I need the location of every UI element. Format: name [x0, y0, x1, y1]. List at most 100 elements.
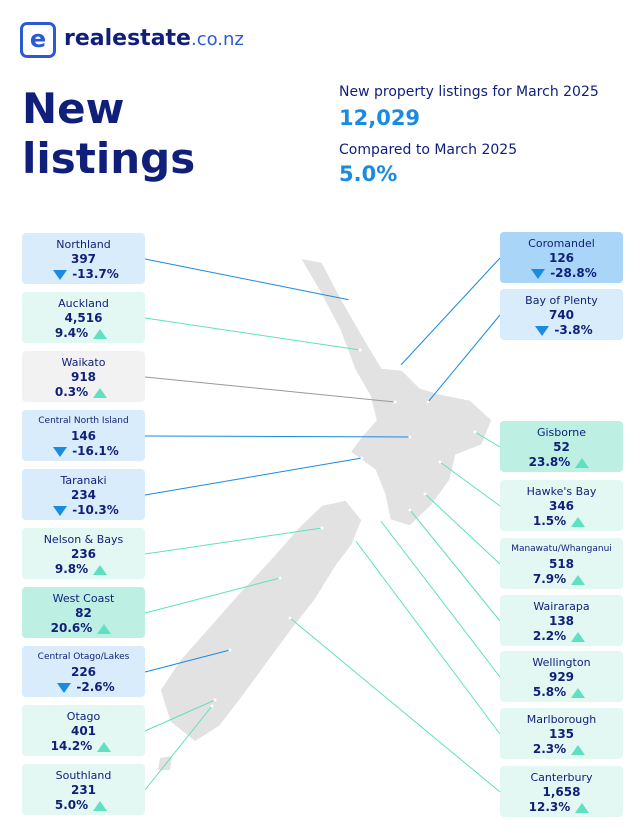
region-card: Wairarapa 138 2.2% [500, 595, 623, 646]
region-count: 518 [548, 557, 575, 571]
region-card: Bay of Plenty 740 -3.8% [500, 289, 623, 340]
region-count: 401 [70, 724, 97, 738]
anchor-dot [228, 648, 232, 652]
region-change: -16.1% [72, 444, 119, 458]
trend-arrow [53, 447, 68, 457]
trend-arrow [571, 688, 586, 698]
change-row: -13.7% [22, 267, 145, 282]
change-row: -16.1% [22, 444, 145, 459]
change-row: 12.3% [500, 800, 623, 815]
change-row: 5.0% [22, 798, 145, 813]
connector [289, 617, 501, 793]
region-count: 231 [70, 783, 97, 797]
region-card: Taranaki 234 -10.3% [22, 469, 145, 520]
region-change: 2.3% [532, 742, 567, 756]
change-row: -2.6% [22, 680, 145, 695]
connector [144, 258, 351, 301]
region-name: Marlborough [526, 713, 597, 726]
trend-arrow [535, 326, 550, 336]
region-count: 234 [70, 488, 97, 502]
anchor-dot [423, 492, 427, 496]
brand-name: realestate [64, 26, 191, 51]
trend-arrow [97, 624, 112, 634]
region-name: Taranaki [60, 474, 107, 487]
south-island [159, 499, 363, 743]
change-row: 1.5% [500, 514, 623, 529]
region-card: Central North Island 146 -16.1% [22, 410, 145, 461]
region-name: West Coast [52, 592, 115, 605]
trend-arrow [575, 458, 590, 468]
region-count: 146 [70, 429, 97, 443]
region-change: 5.0% [54, 798, 89, 812]
connector [144, 435, 411, 438]
anchor-dot [393, 400, 397, 404]
region-count: 236 [70, 547, 97, 561]
anchor-dot [320, 526, 324, 530]
connector [427, 314, 501, 403]
region-change: 0.3% [54, 385, 89, 399]
logo: e [20, 22, 56, 58]
region-name: Canterbury [530, 771, 593, 784]
region-card: Southland 231 5.0% [22, 764, 145, 815]
region-card: West Coast 82 20.6% [22, 587, 145, 638]
trend-arrow [571, 745, 586, 755]
connector [439, 461, 501, 507]
region-name: Central North Island [38, 416, 129, 426]
region-change: 2.2% [532, 629, 567, 643]
region-count: 226 [70, 665, 97, 679]
region-change: 20.6% [50, 621, 93, 635]
region-card: Auckland 4,516 9.4% [22, 292, 145, 343]
anchor-dot [278, 576, 282, 580]
anchor-dot [288, 616, 292, 620]
region-card: Gisborne 52 23.8% [500, 421, 623, 472]
title: New [22, 84, 125, 133]
trend-arrow [93, 388, 108, 398]
summary-value: 12,029 [339, 106, 421, 130]
region-name: Gisborne [536, 426, 587, 439]
region-card: Northland 397 -13.7% [22, 233, 145, 284]
region-count: 52 [553, 440, 570, 454]
region-count: 82 [75, 606, 92, 620]
region-count: 929 [548, 670, 575, 684]
change-row: 9.8% [22, 562, 145, 577]
trend-arrow [575, 803, 590, 813]
connector [144, 527, 323, 555]
change-row: 0.3% [22, 385, 145, 400]
region-card: Nelson & Bays 236 9.8% [22, 528, 145, 579]
region-count: 397 [70, 252, 97, 266]
stewart-island [158, 756, 172, 770]
anchor-dot [348, 298, 352, 302]
connector [144, 649, 231, 673]
anchor-dot [213, 698, 217, 702]
trend-arrow [571, 632, 586, 642]
change-row: 2.3% [500, 742, 623, 757]
region-name: Auckland [58, 297, 109, 310]
region-change: 23.8% [528, 455, 571, 469]
change-row: -28.8% [500, 266, 623, 281]
change-row: 5.8% [500, 685, 623, 700]
connector [144, 457, 363, 496]
region-name: Manawatu/Whanganui [511, 544, 612, 554]
region-change: 1.5% [532, 514, 567, 528]
region-card: Central Otago/Lakes 226 -2.6% [22, 646, 145, 697]
change-row: 9.4% [22, 326, 145, 341]
region-name: Central Otago/Lakes [37, 652, 130, 662]
connector [144, 577, 281, 614]
region-change: -10.3% [72, 503, 119, 517]
region-name: Wellington [532, 656, 591, 669]
connector [144, 699, 216, 732]
region-count: 126 [548, 251, 575, 265]
anchor-dot [408, 508, 412, 512]
region-count: 138 [548, 614, 575, 628]
region-name: Otago [66, 710, 101, 723]
summary-label: New property listings for March 2025 [339, 84, 599, 100]
trend-arrow [97, 742, 112, 752]
region-count: 918 [70, 370, 97, 384]
connector [144, 317, 361, 351]
region-count: 135 [548, 727, 575, 741]
region-change: 9.8% [54, 562, 89, 576]
trend-arrow [93, 565, 108, 575]
trend-arrow [531, 269, 546, 279]
